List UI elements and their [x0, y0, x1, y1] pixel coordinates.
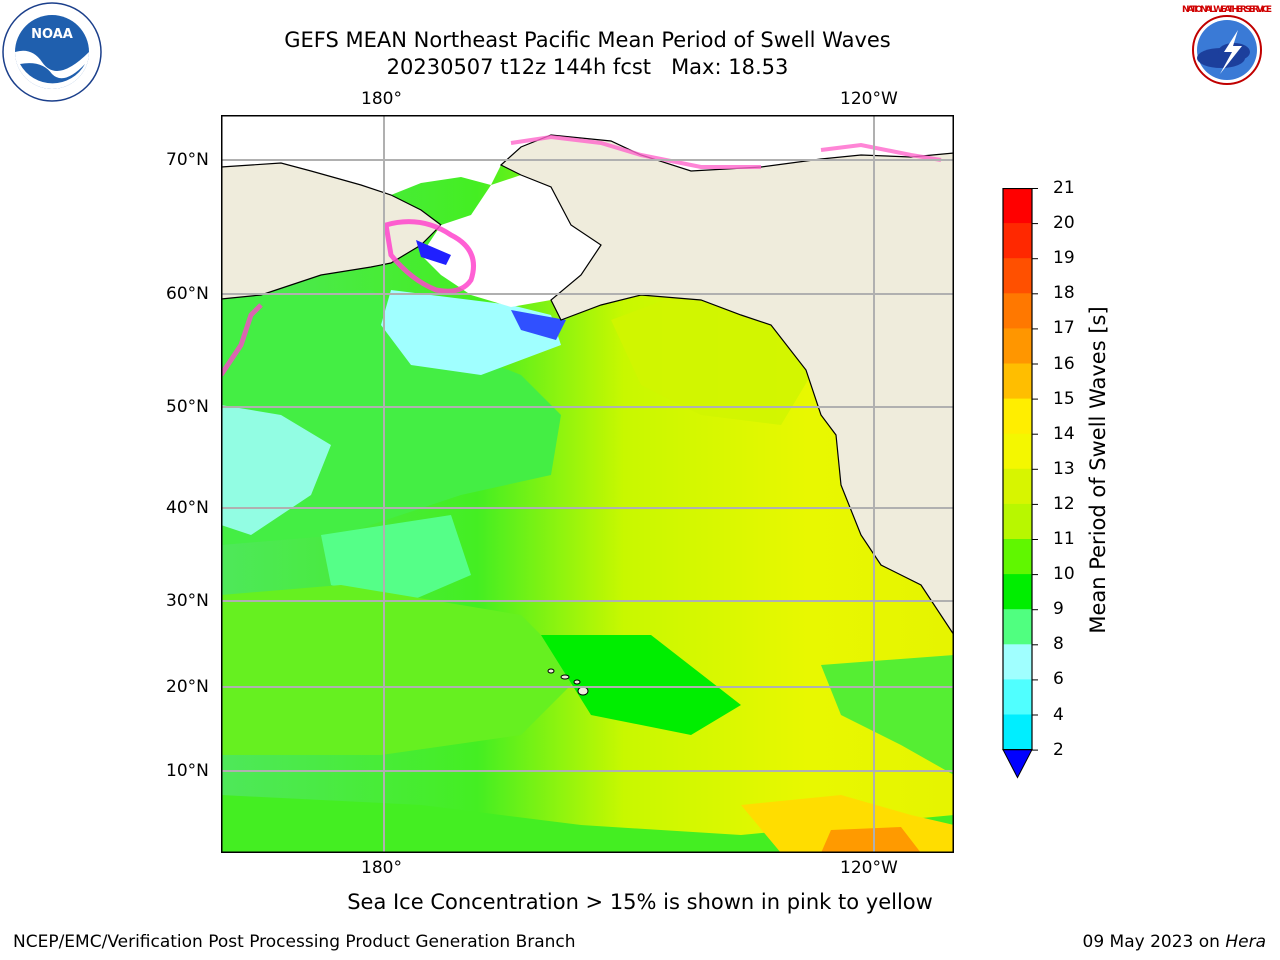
nws-logo-text: NATIONAL WEATHER SERVICE	[1182, 5, 1272, 15]
sea-ice-kamchatka	[221, 303, 263, 377]
colorbar-tick-label: 14	[1053, 423, 1075, 444]
colorbar-tick-label: 17	[1053, 318, 1075, 339]
colorbar-band	[1003, 503, 1032, 540]
sea-ice-arctic	[510, 134, 761, 169]
land-north-america	[499, 134, 954, 637]
lat-label-30n: 30°N	[166, 591, 209, 611]
lat-label-10n: 10°N	[166, 761, 209, 781]
lat-label-20n: 20°N	[166, 677, 209, 697]
colorbar-band	[1003, 188, 1032, 224]
period-zone-cyan-west	[221, 405, 331, 535]
colorbar-tick-label: 10	[1053, 564, 1075, 585]
colorbar-tick-label: 20	[1053, 213, 1075, 234]
colorbar-tick-label: 9	[1053, 599, 1064, 620]
lat-label-60n: 60°N	[166, 284, 209, 304]
colorbar-tick-label: 16	[1053, 353, 1075, 374]
lon-label-top-180: 180°	[361, 89, 402, 109]
noaa-logo: NOAA	[2, 2, 102, 102]
period-zone-orange-south	[821, 827, 921, 853]
lon-label-bottom-180: 180°	[361, 858, 402, 878]
lat-label-40n: 40°N	[166, 498, 209, 518]
colorbar-band	[1003, 328, 1032, 364]
colorbar-band	[1003, 714, 1032, 751]
lat-label-70n: 70°N	[166, 150, 209, 170]
sea-ice-bering	[383, 219, 476, 294]
colorbar-band	[1003, 679, 1032, 715]
colorbar-graphic	[1002, 187, 1038, 779]
colorbar-tick-label: 12	[1053, 493, 1075, 514]
colorbar-band	[1003, 433, 1032, 470]
colorbar-label-text: Mean Period of Swell Waves [s]	[1086, 306, 1110, 634]
footer-credit: NCEP/EMC/Verification Post Processing Pr…	[13, 932, 576, 952]
colorbar-tick-label: 4	[1053, 704, 1064, 725]
footer-date: 09 May 2023 on	[1082, 932, 1226, 952]
colorbar-band	[1003, 644, 1032, 680]
footer-timestamp: 09 May 2023 on Hera	[1083, 932, 1267, 952]
period-zone-goa	[611, 290, 811, 425]
period-zone-blue	[511, 310, 566, 340]
period-zone-green-hawaii	[541, 635, 741, 735]
lon-label-top-120w: 120°W	[840, 89, 898, 109]
period-zone-lime	[221, 585, 581, 755]
colorbar-band	[1003, 398, 1032, 435]
map-frame	[221, 115, 954, 853]
colorbar-extend-arrow	[1002, 749, 1033, 779]
lon-label-bottom-120w: 120°W	[840, 858, 898, 878]
bering-sea-ice-area	[421, 175, 601, 307]
colorbar-tick-label: 19	[1053, 248, 1075, 269]
hawaii-islands	[547, 668, 589, 696]
colorbar-band	[1003, 609, 1032, 645]
lat-label-50n: 50°N	[166, 397, 209, 417]
arctic-ocean	[221, 115, 954, 195]
chart-subtitle: 20230507 t12z 144h fcst Max: 18.53	[386, 55, 789, 79]
colorbar-band	[1003, 223, 1032, 259]
map-panel	[221, 115, 954, 853]
colorbar-tick-label: 6	[1053, 669, 1064, 690]
colorbar-tick-label: 18	[1053, 283, 1075, 304]
nws-logo: NATIONAL WEATHER SERVICE	[1176, 0, 1278, 100]
sea-ice-core	[416, 240, 451, 265]
graticule	[221, 115, 954, 853]
period-zone-green-east	[821, 655, 954, 775]
colorbar-band	[1003, 574, 1032, 610]
colorbar-band	[1003, 363, 1032, 400]
colorbar-band	[1003, 293, 1032, 329]
period-zone-mint	[321, 515, 471, 605]
colorbar-band	[1003, 258, 1032, 294]
swell-period-map	[221, 115, 954, 853]
noaa-logo-text: NOAA	[31, 27, 73, 42]
footer-host: Hera	[1225, 932, 1266, 952]
nws-logo-graphic: NATIONAL WEATHER SERVICE	[1179, 2, 1275, 98]
colorbar-band	[1003, 539, 1032, 575]
colorbar-tick-label: 21	[1053, 178, 1075, 198]
sea-ice-canada	[820, 142, 942, 162]
noaa-logo-graphic: NOAA	[2, 2, 102, 102]
colorbar-tick-label: 13	[1053, 458, 1075, 479]
chart-title: GEFS MEAN Northeast Pacific Mean Period …	[284, 28, 891, 52]
sea-ice-caption: Sea Ice Concentration > 15% is shown in …	[347, 890, 933, 914]
colorbar-tick-label: 2	[1053, 739, 1064, 760]
colorbar-tick-label: 11	[1053, 529, 1075, 549]
colorbar-tick-label: 8	[1053, 634, 1064, 655]
colorbar	[1002, 187, 1038, 784]
colorbar-tick-label: 15	[1053, 388, 1075, 409]
colorbar-band	[1003, 468, 1032, 505]
